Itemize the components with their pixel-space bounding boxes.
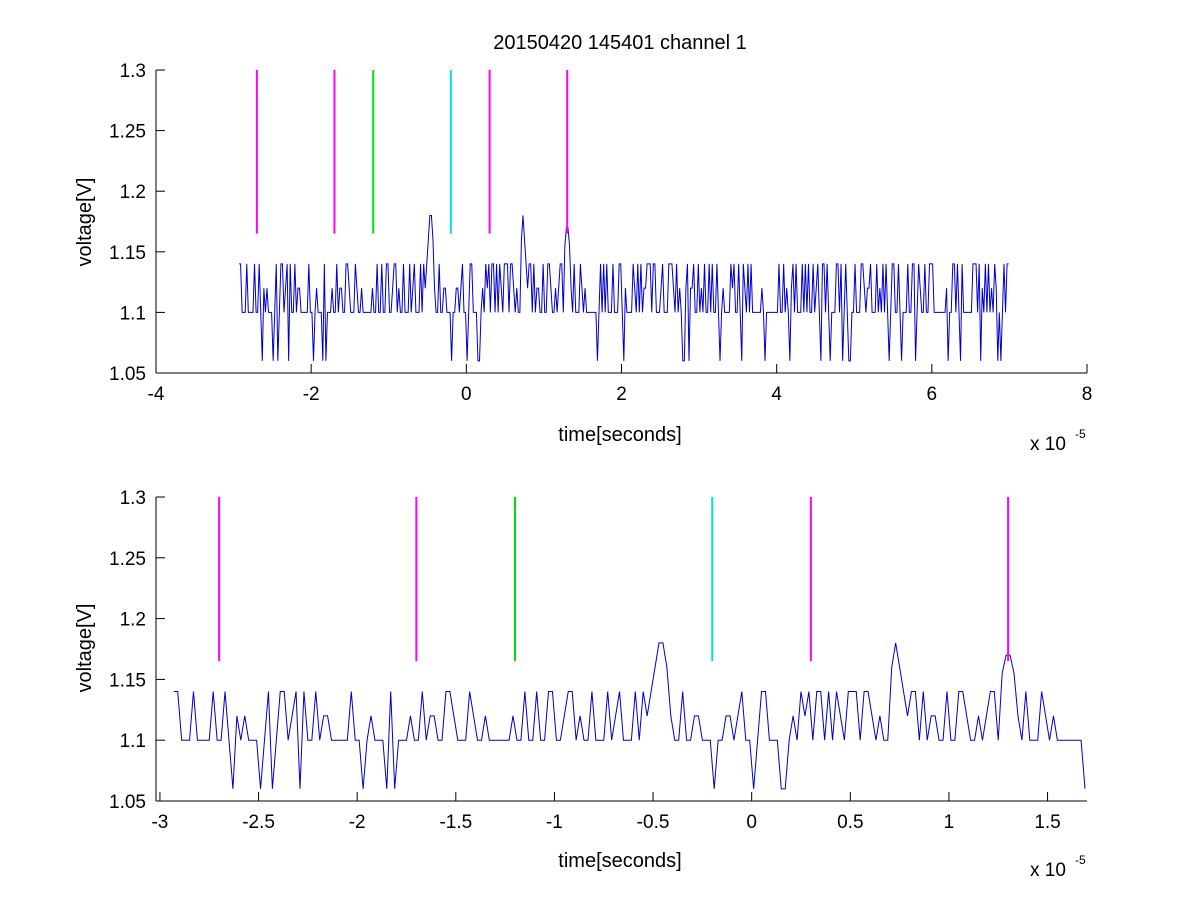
y-tick-label: 1.3 — [120, 488, 146, 509]
y-tick-label: 1.1 — [120, 731, 146, 752]
y-tick-label: 1.3 — [120, 61, 146, 82]
x-tick-label: -0.5 — [637, 812, 670, 833]
top-subplot: -4 -2 0 2 4 6 8 1.05 1.1 1.15 1.2 1.25 1.3 time[seco… — [74, 61, 1092, 455]
x-tick-label: 0 — [461, 384, 472, 405]
y-tick-label: 1.25 — [109, 122, 146, 143]
y-tick-label: 1.2 — [120, 182, 146, 203]
x-tick-label: 0.5 — [837, 812, 863, 833]
bottom-x-multiplier: x 10 — [1030, 860, 1066, 881]
x-tick-label: 1 — [944, 812, 955, 833]
x-tick-label: 4 — [771, 384, 782, 405]
x-tick-label: -2 — [303, 384, 320, 405]
voltage-trace — [239, 214, 1009, 362]
y-tick-label: 1.15 — [109, 243, 146, 264]
x-tick-label: 2 — [616, 384, 627, 405]
x-tick-label: 6 — [927, 384, 938, 405]
x-tick-label: -1 — [546, 812, 563, 833]
y-tick-label: 1.05 — [109, 792, 146, 813]
chart-title: 20150420 145401 channel 1 — [493, 32, 747, 54]
y-tick-label: 1.2 — [120, 610, 146, 631]
bottom-x-multiplier-exponent: -5 — [1075, 853, 1086, 867]
y-tick-label: 1.1 — [120, 303, 146, 324]
bottom-trace-layer — [173, 642, 1086, 790]
y-tick-label: 1.15 — [109, 670, 146, 691]
x-tick-label: 1.5 — [1034, 812, 1060, 833]
x-tick-label: 8 — [1082, 384, 1093, 405]
x-tick-label: -4 — [148, 384, 165, 405]
top-y-axis-label: voltage[V] — [74, 178, 96, 267]
x-tick-label: -1.5 — [439, 812, 472, 833]
bottom-marker-layer — [218, 497, 1010, 662]
bottom-x-axis-label: time[seconds] — [558, 850, 681, 872]
bottom-axes: -3 -2.5 -2 -1.5 -1 -0.5 0 0.5 1 1.5 1.05 1.1 1.15 1.2… — [109, 488, 1087, 833]
x-tick-label: 0 — [746, 812, 757, 833]
top-marker-layer — [255, 70, 569, 234]
bottom-subplot: -3 -2.5 -2 -1.5 -1 -0.5 0 0.5 1 1.5 1.05 1.1 1.15 1.2… — [74, 488, 1087, 881]
top-x-axis-label: time[seconds] — [558, 424, 681, 446]
x-tick-label: -2 — [349, 812, 366, 833]
y-tick-label: 1.25 — [109, 549, 146, 570]
top-x-multiplier-exponent: -5 — [1075, 427, 1086, 441]
top-x-multiplier: x 10 — [1030, 434, 1066, 455]
top-axes: -4 -2 0 2 4 6 8 1.05 1.1 1.15 1.2 1.25 1.3 — [109, 61, 1092, 405]
x-tick-label: -3 — [151, 812, 168, 833]
bottom-y-axis-label: voltage[V] — [74, 604, 96, 693]
x-tick-label: -2.5 — [242, 812, 275, 833]
voltage-trace — [173, 642, 1086, 790]
top-trace-layer — [239, 214, 1009, 362]
y-tick-label: 1.05 — [109, 364, 146, 385]
